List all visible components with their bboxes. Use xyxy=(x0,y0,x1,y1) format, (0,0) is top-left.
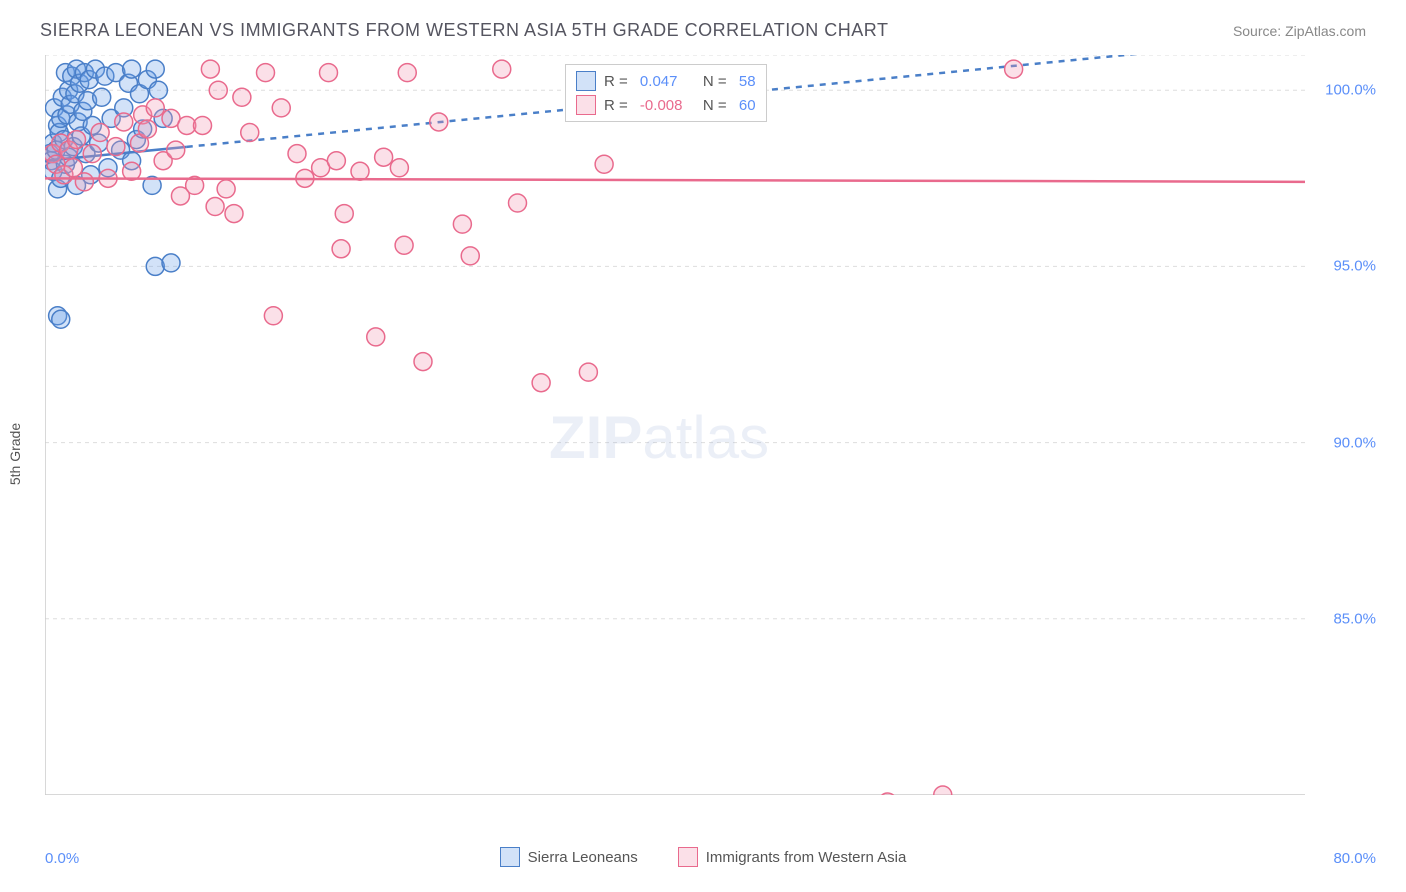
legend-swatch xyxy=(500,847,520,867)
legend-item: Sierra Leoneans xyxy=(500,847,638,867)
legend-swatch xyxy=(678,847,698,867)
y-tick-label: 95.0% xyxy=(1333,258,1376,275)
y-tick-label: 85.0% xyxy=(1333,610,1376,627)
n-label: N = xyxy=(699,97,727,114)
n-label: N = xyxy=(699,73,727,90)
n-value: 58 xyxy=(735,73,756,90)
y-tick-label: 100.0% xyxy=(1325,82,1376,99)
legend-item: Immigrants from Western Asia xyxy=(678,847,907,867)
correlation-legend: R = 0.047 N = 58R = -0.008 N = 60 xyxy=(565,64,767,122)
n-value: 60 xyxy=(735,97,756,114)
series-legend: Sierra Leoneans Immigrants from Western A… xyxy=(0,847,1406,867)
y-tick-label: 90.0% xyxy=(1333,434,1376,451)
r-value: 0.047 xyxy=(636,73,691,90)
r-label: R = xyxy=(604,97,628,114)
legend-swatch xyxy=(576,95,596,115)
correlation-row: R = 0.047 N = 58 xyxy=(576,69,756,93)
source-label: Source: ZipAtlas.com xyxy=(1233,23,1366,39)
scatter-chart xyxy=(45,55,1305,795)
legend-label: Sierra Leoneans xyxy=(528,849,638,866)
r-label: R = xyxy=(604,73,628,90)
chart-title: SIERRA LEONEAN VS IMMIGRANTS FROM WESTER… xyxy=(40,20,888,41)
correlation-row: R = -0.008 N = 60 xyxy=(576,93,756,117)
y-axis-label: 5th Grade xyxy=(7,423,23,485)
legend-label: Immigrants from Western Asia xyxy=(706,849,907,866)
legend-swatch xyxy=(576,71,596,91)
r-value: -0.008 xyxy=(636,97,691,114)
